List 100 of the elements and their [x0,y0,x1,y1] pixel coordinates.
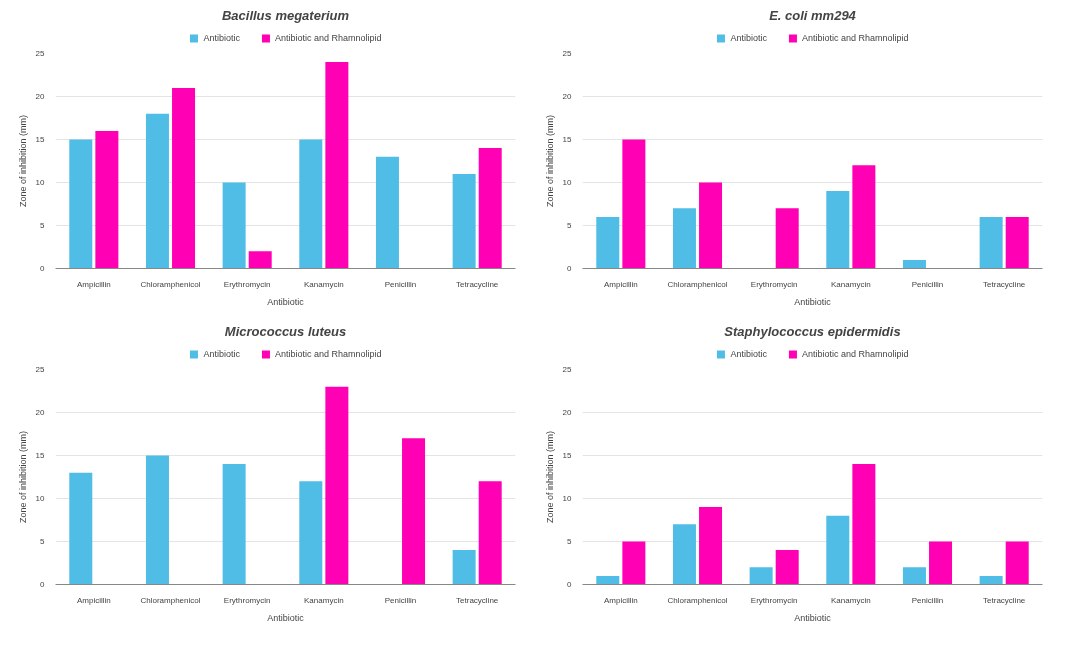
x-tick-label: Tetracycline [456,279,499,289]
x-axis-title: Antibiotic [794,612,832,623]
bar [672,208,696,269]
y-tick-label: 25 [35,49,46,58]
bar [902,567,926,585]
y-tick-label: 0 [567,264,573,273]
x-tick-label: Ampicillin [76,595,111,605]
bar [69,139,93,269]
y-tick-label: 25 [35,365,46,374]
bar [1005,541,1029,585]
bar [402,438,426,585]
bar [248,251,272,269]
chart-title: Bacillus megaterium [221,7,350,23]
bar [145,455,169,585]
legend-label: Antibiotic [203,349,240,359]
bar [699,182,723,269]
legend-label: Antibiotic [203,33,240,43]
bar [222,182,246,269]
y-tick-label: 15 [562,135,573,144]
legend-label: Antibiotic and Rhamnolipid [274,33,382,43]
y-tick-label: 10 [35,494,46,503]
chart-title: Micrococcus luteus [224,323,347,339]
bar [325,386,349,585]
bar [375,156,399,269]
y-tick-label: 10 [562,494,573,503]
y-tick-label: 10 [35,178,46,187]
bar [325,62,349,269]
y-tick-label: 20 [562,92,573,101]
legend-label: Antibiotic [730,349,767,359]
bar [979,216,1003,269]
x-tick-label: Chloramphenicol [140,279,201,289]
x-tick-label: Penicillin [911,595,944,605]
bar [596,575,620,585]
legend-label: Antibiotic and Rhamnolipid [274,349,382,359]
y-tick-label: 25 [562,365,573,374]
bar [852,464,876,585]
bar [69,472,93,585]
bar [826,191,850,269]
y-axis-title: Zone of inhibition (mm) [17,430,28,524]
bar [929,541,953,585]
x-tick-label: Penicillin [384,279,417,289]
bar [775,208,799,269]
bar [622,541,646,585]
x-tick-label: Penicillin [911,279,944,289]
bar [1005,216,1029,269]
x-tick-label: Kanamycin [831,595,871,605]
bar [145,113,169,269]
y-tick-label: 25 [562,49,573,58]
y-tick-label: 15 [35,135,46,144]
bar [826,515,850,585]
y-tick-label: 0 [40,580,46,589]
x-axis-title: Antibiotic [267,612,305,623]
x-tick-label: Chloramphenicol [140,595,201,605]
x-tick-label: Kanamycin [304,595,344,605]
bar [222,464,246,585]
x-tick-label: Erythromycin [223,279,271,289]
chart-title: E. coli mm294 [769,7,857,23]
bar [172,87,196,269]
x-tick-label: Ampicillin [76,279,111,289]
x-axis-title: Antibiotic [794,296,832,307]
x-tick-label: Ampicillin [603,595,638,605]
bar [452,173,476,269]
y-tick-label: 5 [567,537,573,546]
x-tick-label: Kanamycin [304,279,344,289]
bar [596,216,620,269]
bar [622,139,646,269]
bar [699,507,723,585]
bar [95,130,119,269]
x-tick-label: Penicillin [384,595,417,605]
y-axis-title: Zone of inhibition (mm) [544,114,555,208]
chart-title: Staphylococcus epidermidis [724,323,901,339]
bar [902,259,926,269]
legend-label: Antibiotic and Rhamnolipid [801,349,909,359]
x-tick-label: Erythromycin [750,279,798,289]
y-tick-label: 20 [35,92,46,101]
x-tick-label: Tetracycline [983,595,1026,605]
bar [299,139,323,269]
x-tick-label: Erythromycin [223,595,271,605]
y-tick-label: 0 [567,580,573,589]
y-tick-label: 20 [35,408,46,417]
y-tick-label: 15 [35,451,46,460]
legend-label: Antibiotic and Rhamnolipid [801,33,909,43]
y-tick-label: 5 [567,221,573,230]
x-tick-label: Tetracycline [456,595,499,605]
bar [478,481,502,585]
legend-label: Antibiotic [730,33,767,43]
bar [775,550,799,585]
y-tick-label: 10 [562,178,573,187]
bar [672,524,696,585]
x-tick-label: Ampicillin [603,279,638,289]
y-axis-title: Zone of inhibition (mm) [544,430,555,524]
bar [749,567,773,585]
y-tick-label: 5 [40,221,46,230]
x-tick-label: Chloramphenicol [667,279,728,289]
bar [852,165,876,269]
y-axis-title: Zone of inhibition (mm) [17,114,28,208]
x-tick-label: Kanamycin [831,279,871,289]
bar [979,575,1003,585]
y-tick-label: 0 [40,264,46,273]
x-tick-label: Chloramphenicol [667,595,728,605]
